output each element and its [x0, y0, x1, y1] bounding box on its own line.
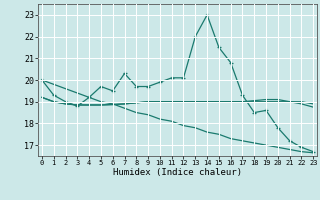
X-axis label: Humidex (Indice chaleur): Humidex (Indice chaleur): [113, 168, 242, 177]
